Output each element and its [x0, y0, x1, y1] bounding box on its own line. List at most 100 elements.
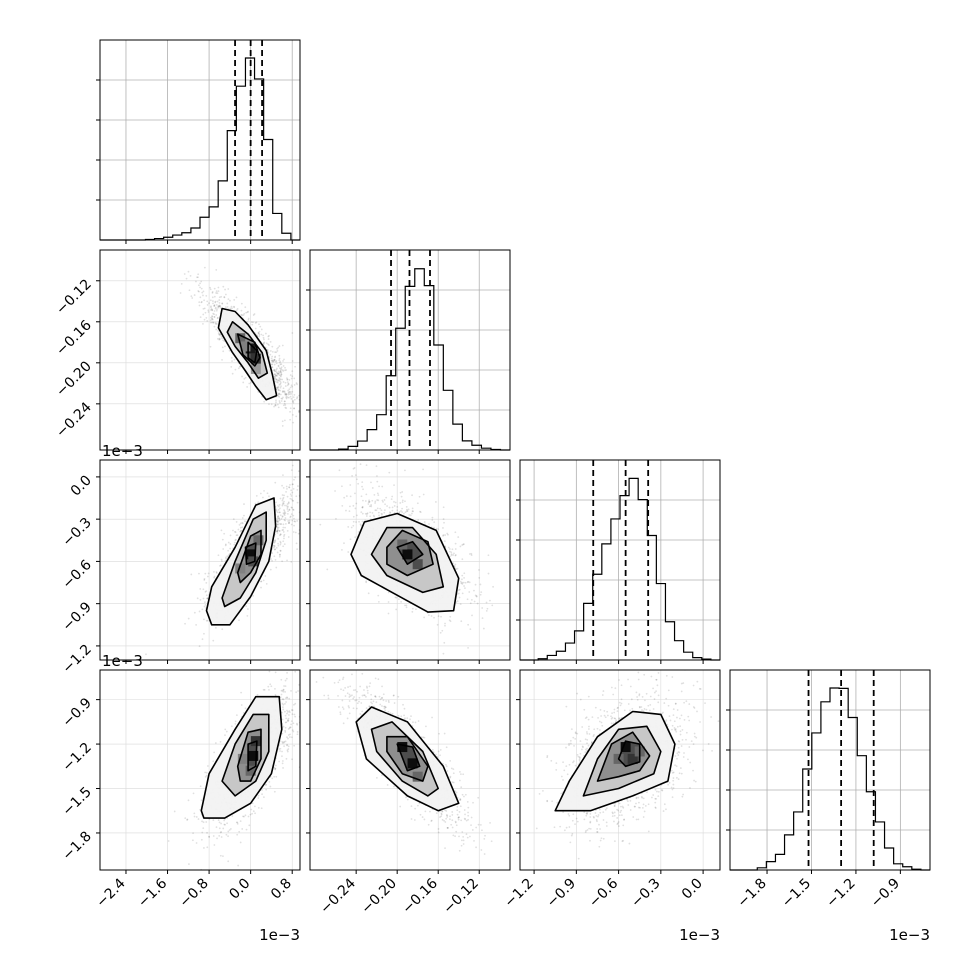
scatter-point [377, 594, 380, 597]
contour-line-2 [236, 333, 261, 367]
scatter-point [275, 501, 277, 504]
scatter-point [279, 541, 282, 544]
scatter-point [220, 831, 223, 833]
scatter-point [279, 360, 282, 363]
scatter-point [286, 709, 288, 712]
scatter-point [198, 304, 201, 307]
scatter-point [291, 519, 294, 522]
scatter-point [263, 796, 265, 799]
scatter-point [354, 536, 357, 539]
scatter-point [285, 393, 288, 396]
scatter-point [276, 529, 279, 532]
scatter-point [285, 677, 288, 680]
scatter-point [264, 783, 267, 786]
scatter-point [213, 304, 216, 306]
scatter-point [461, 592, 464, 595]
scatter-point [202, 313, 205, 316]
scatter-point [236, 307, 239, 310]
scatter-point [273, 373, 276, 376]
scatter-point [280, 367, 283, 370]
scatter-point [276, 350, 279, 352]
scatter-point [326, 568, 329, 571]
scatter-point [446, 532, 449, 535]
scatter-point [343, 542, 345, 545]
scatter-point [271, 369, 274, 372]
scatter-point [277, 372, 280, 375]
scatter-point [430, 615, 433, 617]
contour-line-3 [247, 740, 258, 772]
scatter-point [266, 349, 269, 351]
scatter-point [288, 736, 291, 738]
contour-line-2 [236, 529, 262, 584]
scatter-point [276, 529, 279, 532]
scatter-point [271, 366, 274, 369]
scatter-point [276, 525, 278, 528]
scatter-point [295, 691, 298, 694]
scatter-point [240, 309, 243, 312]
scatter-point [251, 323, 254, 326]
scatter-point [276, 517, 279, 520]
scatter-point [292, 421, 295, 424]
scatter-point [271, 355, 274, 358]
scatter-point [403, 512, 405, 515]
scatter-point [277, 385, 280, 388]
scatter-point [279, 696, 282, 699]
scatter-point [186, 819, 188, 821]
scatter-point [378, 514, 380, 517]
scatter-point [283, 513, 286, 516]
scatter-point [233, 541, 236, 544]
scatter-point [190, 295, 193, 298]
scatter-point [274, 373, 276, 376]
scatter-point [207, 311, 210, 313]
scatter-point [260, 807, 263, 810]
scatter-point [212, 639, 215, 642]
scatter-point [206, 846, 209, 849]
scatter-point [286, 720, 289, 723]
scatter-point [219, 831, 222, 834]
scatter-point [352, 504, 355, 507]
scatter-point [237, 367, 240, 370]
scatter-point [282, 526, 285, 529]
scatter-point [358, 520, 360, 523]
scatter-point [284, 691, 286, 693]
scatter-point [216, 837, 218, 840]
scatter-point [217, 305, 219, 308]
scatter-point [270, 359, 273, 362]
scatter-point [305, 459, 307, 461]
scatter-point [265, 783, 268, 786]
scatter-point [284, 519, 287, 522]
scatter-point [209, 345, 212, 348]
scatter-point [280, 689, 283, 692]
scatter-point [278, 507, 281, 510]
contour-line-3 [244, 542, 257, 565]
scatter-point [466, 581, 469, 584]
scatter-point [286, 381, 289, 383]
scatter-point [238, 830, 241, 833]
scatter-point [271, 359, 274, 362]
scatter-point [372, 514, 375, 517]
scatter-point [282, 404, 285, 407]
scatter-point [293, 478, 295, 481]
scatter-point [237, 528, 240, 531]
scatter-point [292, 514, 295, 517]
scatter-point [281, 560, 284, 563]
scatter-point [444, 622, 446, 625]
scatter-point [277, 389, 280, 392]
scatter-point [263, 341, 266, 344]
scatter-point [216, 317, 219, 320]
scatter-point [263, 688, 266, 691]
scatter-point [290, 384, 293, 387]
scatter-point [268, 780, 271, 783]
scatter-point [281, 397, 284, 400]
scatter-point [286, 378, 289, 381]
scatter-point [275, 399, 277, 402]
scatter-point [450, 554, 453, 557]
scatter-point [284, 526, 286, 529]
scatter-point [228, 349, 231, 352]
scatter-point [187, 799, 190, 802]
contour-line-0 [200, 695, 283, 819]
scatter-point [296, 383, 298, 386]
scatter-point [224, 544, 227, 547]
scatter-point [224, 543, 227, 546]
scatter-point [197, 273, 200, 276]
